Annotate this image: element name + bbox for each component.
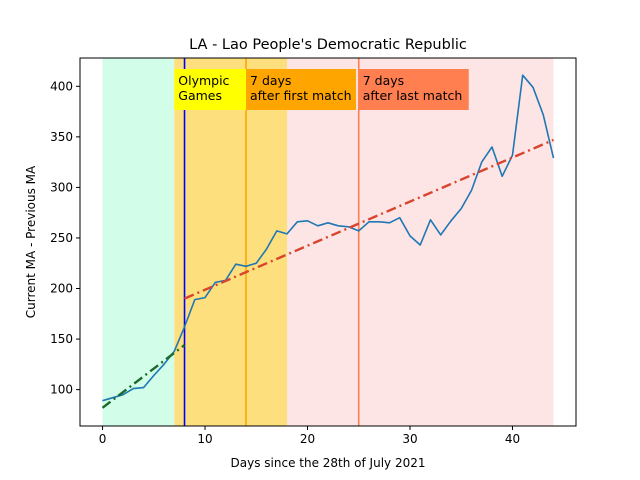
y-axis-label: Current MA - Previous MA [24, 165, 38, 318]
x-tick-label: 10 [197, 432, 212, 446]
annotation-text-0-0: Olympic [178, 73, 229, 88]
annotation-text-0-1: Games [178, 88, 222, 103]
x-tick-label: 20 [300, 432, 315, 446]
annotation-box-1 [246, 69, 357, 110]
annotation-text-1-1: after first match [250, 88, 351, 103]
shaded-region-0 [102, 58, 175, 426]
y-tick-label: 150 [50, 332, 73, 346]
x-axis-label: Days since the 28th of July 2021 [231, 456, 426, 470]
y-tick-label: 300 [50, 180, 73, 194]
x-tick-label: 0 [99, 432, 107, 446]
annotation-text-1-0: 7 days [250, 73, 291, 88]
y-tick-label: 200 [50, 282, 73, 296]
chart-title: LA - Lao People's Democratic Republic [189, 37, 467, 53]
shaded-region-2 [287, 58, 554, 426]
y-tick-label: 400 [50, 79, 73, 93]
y-tick-label: 100 [50, 383, 73, 397]
trend-line-2 [184, 138, 554, 300]
y-tick-label: 350 [50, 130, 73, 144]
annotation-box-2 [358, 69, 469, 110]
y-tick-label: 250 [50, 231, 73, 245]
trend-line-1 [101, 344, 186, 409]
annotation-text-2-1: after last match [363, 88, 463, 103]
shaded-region-1 [174, 58, 288, 426]
x-tick-label: 40 [505, 432, 520, 446]
annotation-text-2-0: 7 days [363, 73, 404, 88]
x-tick-label: 30 [402, 432, 417, 446]
plot-frame [79, 57, 577, 427]
